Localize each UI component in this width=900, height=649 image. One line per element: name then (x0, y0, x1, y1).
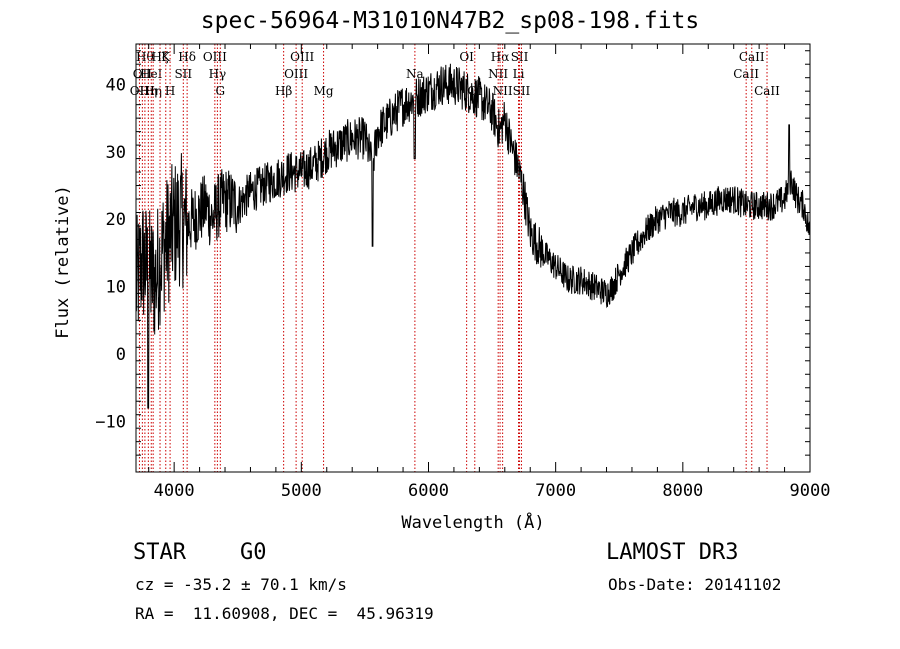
line-marker-label: OIII (284, 67, 308, 81)
line-marker-label: OI (459, 50, 474, 64)
line-marker-label: OIII (290, 50, 314, 64)
line-marker-label: Na (406, 67, 424, 81)
y-tick-label: 30 (106, 143, 126, 163)
y-tick-label: 10 (106, 278, 126, 298)
x-tick-label: 5000 (281, 481, 322, 501)
x-axis: 4000 5000 6000 7000 8000 9000 (148, 44, 831, 501)
chart-title: spec-56964-M31010N47B2_sp08-198.fits (200, 8, 700, 34)
line-marker-label: Mg (314, 84, 334, 98)
line-marker-label: CaII (739, 50, 765, 64)
redshift-text: cz = -35.2 ± 70.1 km/s (135, 575, 347, 594)
survey-label: LAMOST DR3 (606, 540, 739, 565)
line-marker-label: CaII (733, 67, 759, 81)
line-marker-label: Hζ (152, 50, 169, 64)
line-marker-label: Li (513, 67, 525, 81)
x-axis-label: Wavelength (Å) (401, 511, 544, 533)
line-marker-label: Hα (491, 50, 510, 64)
line-marker-label: CaII (754, 84, 780, 98)
line-marker-label: OIII (203, 50, 227, 64)
x-tick-label: 8000 (662, 481, 703, 501)
line-marker-label: SII (513, 84, 531, 98)
x-tick-label: 7000 (535, 481, 576, 501)
y-tick-label: 0 (116, 345, 126, 365)
spectrum-series (135, 63, 811, 409)
y-tick-label: 20 (106, 210, 126, 230)
y-tick-label: −10 (95, 412, 126, 432)
spectrum-line (135, 63, 811, 409)
line-marker-label: Hθ (136, 50, 154, 64)
y-tick-label: 40 (106, 75, 126, 95)
line-marker-label: SII (511, 50, 529, 64)
x-tick-label: 9000 (790, 481, 831, 501)
line-marker-label: G (216, 84, 226, 98)
y-axis-label: Flux (relative) (53, 185, 73, 339)
line-marker-label: NII (488, 67, 508, 81)
line-marker-label: Hγ (209, 67, 227, 81)
x-tick-label: 6000 (408, 481, 449, 501)
line-marker-label: Hδ (178, 50, 196, 64)
y-axis: −10 0 10 20 30 40 (95, 50, 810, 456)
line-marker-label: K (161, 50, 171, 64)
plot-frame (135, 43, 811, 473)
line-marker-label: HeI (140, 67, 163, 81)
coordinates: RA = 11.60908, DEC = 45.96319 (135, 604, 434, 623)
subclass: G0 (240, 540, 267, 565)
line-marker-label: NII (493, 84, 513, 98)
line-marker-label: H (165, 84, 175, 98)
line-marker-label: SII (174, 67, 192, 81)
x-tick-label: 4000 (154, 481, 195, 501)
line-marker-label: Hη (144, 84, 162, 98)
line-marker-label: Hβ (275, 84, 292, 98)
object-class: STAR (133, 540, 186, 565)
obs-date: Obs-Date: 20141102 (608, 575, 782, 594)
